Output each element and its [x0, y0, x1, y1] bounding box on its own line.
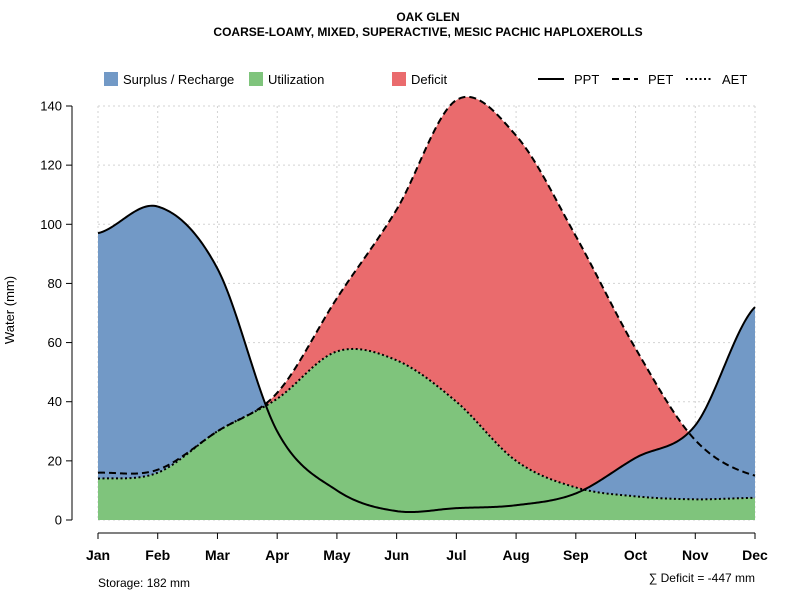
axes: 0 20 40 60 80 100 120 140 Jan Feb Mar Apr May Jun Jul A… — [40, 99, 768, 564]
x-tick-label: Feb — [145, 547, 170, 563]
legend-label-deficit: Deficit — [411, 72, 448, 87]
x-tick-label: Jun — [384, 547, 409, 563]
x-tick-label: Aug — [502, 547, 529, 563]
line-ppt — [97, 204, 756, 514]
legend-label-aet: AET — [722, 72, 747, 87]
y-tick-label: 120 — [40, 158, 62, 173]
utilization-area — [98, 348, 755, 520]
surplus-recharge-area — [98, 205, 755, 500]
y-tick-label: 40 — [48, 394, 62, 409]
legend: Surplus / Recharge Utilization Deficit P… — [104, 72, 747, 87]
legend-label-surplus: Surplus / Recharge — [123, 72, 234, 87]
legend-swatch-utilization — [249, 72, 263, 86]
x-tick-label: Oct — [624, 547, 648, 563]
area-fills — [98, 96, 755, 520]
y-tick-label: 60 — [48, 335, 62, 350]
x-tick-label: Apr — [265, 547, 290, 563]
y-tick-label: 20 — [48, 453, 62, 468]
chart-subtitle: COARSE-LOAMY, MIXED, SUPERACTIVE, MESIC … — [213, 25, 642, 39]
series-lines — [97, 95, 756, 514]
deficit-area — [98, 96, 755, 500]
y-tick-label: 80 — [48, 276, 62, 291]
deficit-note: ∑ Deficit = -447 mm — [649, 571, 755, 585]
y-tick-label: 100 — [40, 217, 62, 232]
y-tick-label: 140 — [40, 99, 62, 114]
x-tick-label: Dec — [742, 547, 768, 563]
x-tick-label: Nov — [682, 547, 709, 563]
line-aet — [97, 347, 756, 501]
y-axis-label: Water (mm) — [2, 276, 17, 344]
y-tick-label: 0 — [55, 513, 62, 528]
legend-swatch-deficit — [392, 72, 406, 86]
legend-label-pet: PET — [648, 72, 673, 87]
legend-label-utilization: Utilization — [268, 72, 324, 87]
storage-note: Storage: 182 mm — [98, 576, 190, 590]
chart-title: OAK GLEN — [396, 10, 459, 24]
x-tick-label: Jan — [86, 547, 110, 563]
x-tick-label: Sep — [563, 547, 589, 563]
x-tick-label: Jul — [446, 547, 466, 563]
legend-label-ppt: PPT — [574, 72, 599, 87]
x-tick-label: Mar — [205, 547, 230, 563]
legend-swatch-surplus — [104, 72, 118, 86]
x-tick-label: May — [323, 547, 350, 563]
